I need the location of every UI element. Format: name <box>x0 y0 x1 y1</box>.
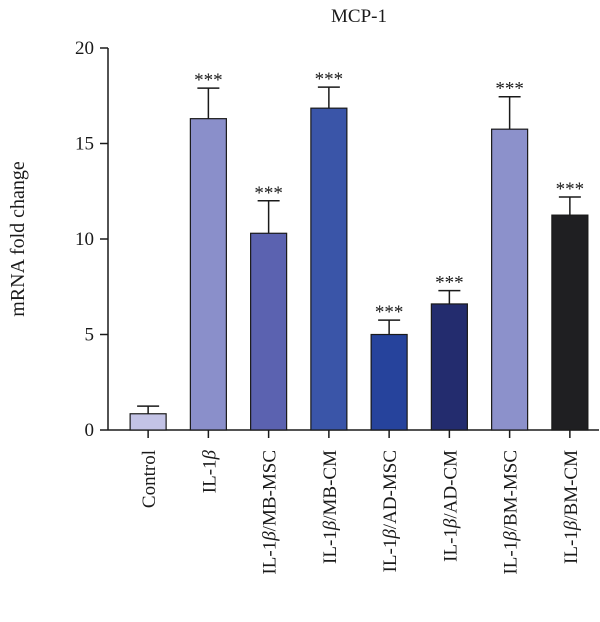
y-ticks: 0 5 10 15 20 <box>75 38 108 441</box>
bar <box>129 413 167 431</box>
x-tick-label: Control <box>139 450 160 508</box>
y-tick-label: 15 <box>75 134 94 155</box>
x-tick-label: IL-1β <box>199 449 220 493</box>
significance-label: *** <box>254 183 283 204</box>
significance-label: *** <box>556 179 585 200</box>
significance-labels: *** *** *** *** *** *** *** <box>194 69 584 323</box>
bar <box>491 128 529 431</box>
significance-label: *** <box>435 273 464 294</box>
bar <box>370 333 408 431</box>
y-tick-label: 5 <box>85 325 95 346</box>
bar <box>189 118 227 431</box>
significance-label: *** <box>495 79 524 100</box>
y-tick-label: 10 <box>75 229 94 250</box>
significance-label: *** <box>375 302 404 323</box>
y-axis-label: mRNA fold change <box>7 161 29 317</box>
bar <box>430 303 468 431</box>
x-tick-label: IL-1β/MB-CM <box>320 450 341 564</box>
y-tick-label: 0 <box>85 420 95 441</box>
bars <box>129 107 589 431</box>
x-tick-label: IL-1β/AD-CM <box>440 450 461 562</box>
x-tick-label: IL-1β/MB-MSC <box>260 450 281 575</box>
bar <box>250 232 288 431</box>
error-bars <box>137 86 581 414</box>
x-ticks: Control IL-1β IL-1β/MB-MSC IL-1β/MB-CM IL-1β… <box>139 430 582 575</box>
y-tick-label: 20 <box>75 38 94 59</box>
significance-label: *** <box>315 69 344 90</box>
x-tick-label: IL-1β/BM-CM <box>561 450 582 564</box>
significance-label: *** <box>194 70 223 91</box>
bar <box>310 107 348 431</box>
x-tick-label: IL-1β/BM-MSC <box>501 450 522 575</box>
x-tick-label: IL-1β/AD-MSC <box>380 450 401 572</box>
bar <box>551 214 589 431</box>
chart-title: MCP-1 <box>331 6 387 27</box>
